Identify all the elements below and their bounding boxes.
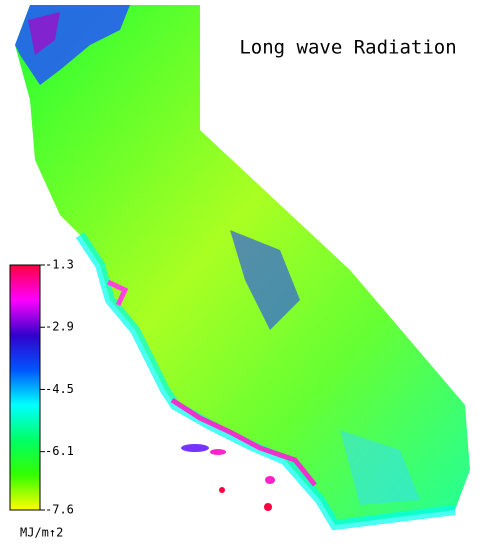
colorbar-tick-label: -4.5: [45, 382, 74, 396]
colorbar-tick-label: -6.1: [45, 444, 74, 458]
colorbar-tick-label: -7.6: [45, 503, 74, 517]
colorbar-tick-label: -2.9: [45, 320, 74, 334]
california-map: [15, 5, 470, 531]
colorbar-unit: MJ/m↑2: [20, 526, 63, 540]
map-title: Long wave Radiation: [239, 37, 456, 59]
colorbar: [9, 264, 41, 511]
colorbar-tick-label: -1.3: [45, 258, 74, 272]
